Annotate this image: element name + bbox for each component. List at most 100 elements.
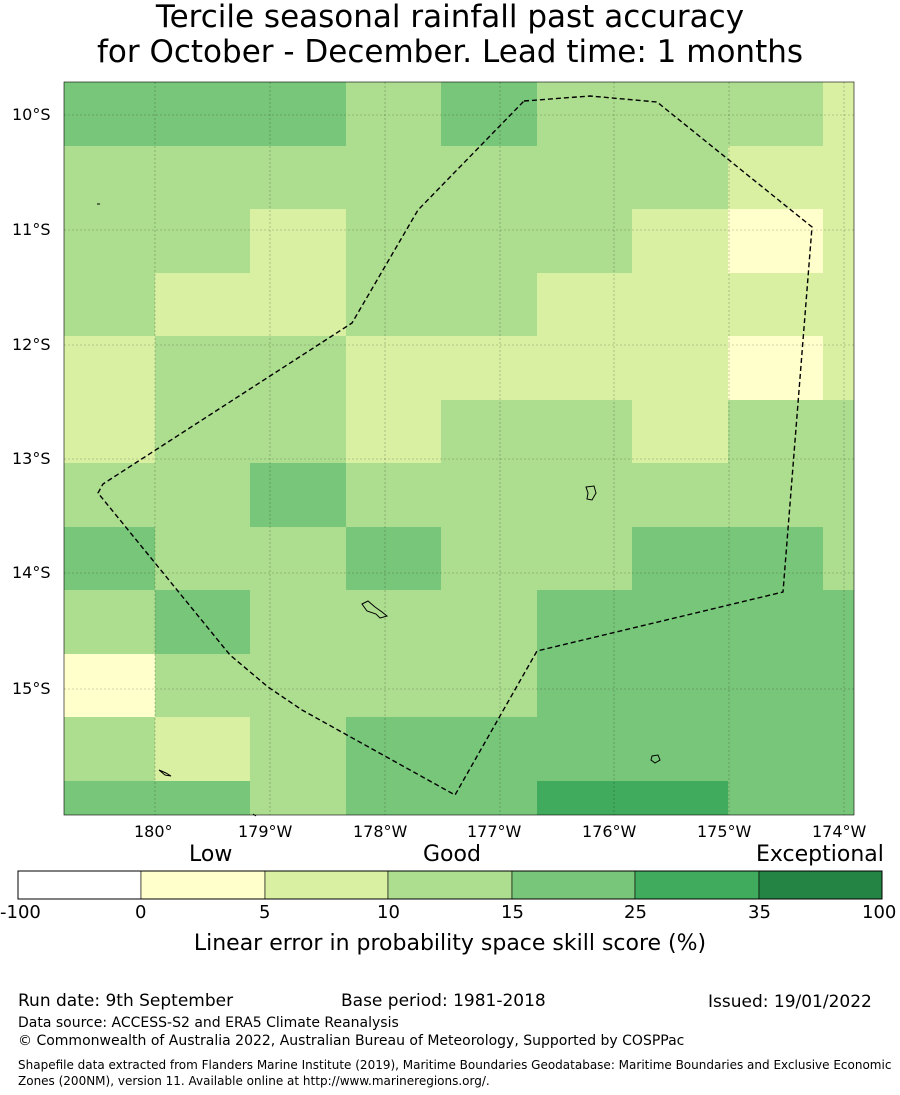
grid-cell: [346, 527, 441, 590]
grid-cell: [537, 590, 632, 654]
grid-cell: [728, 336, 823, 400]
grid-cell: [823, 273, 854, 336]
grid-cell: [823, 781, 854, 815]
island-outlines: [97, 203, 661, 817]
colorbar-tick: 15: [501, 902, 524, 923]
grid-cell: [250, 336, 346, 400]
colorbar: [17, 870, 883, 900]
grid-cell: [64, 209, 155, 273]
grid-cell: [250, 463, 346, 527]
grid-cell: [346, 209, 441, 273]
island-futuna: [361, 600, 389, 619]
grid-cell: [250, 590, 346, 654]
grid-cell: [537, 654, 632, 717]
colorbar-label: Linear error in probability space skill …: [193, 931, 707, 956]
grid-cell: [823, 654, 854, 717]
colorbar-tick: 5: [259, 902, 271, 923]
grid-cell: [537, 273, 632, 336]
grid-cell: [632, 717, 728, 781]
lat-label-11s: 11°S: [12, 220, 51, 239]
grid-cell: [537, 209, 632, 273]
grid-cell: [632, 146, 728, 209]
data-source: Data source: ACCESS-S2 and ERA5 Climate …: [18, 1015, 399, 1031]
lat-label-14s: 14°S: [12, 563, 51, 582]
grid-cell: [441, 146, 537, 209]
grid-cell: [64, 781, 155, 815]
grid-cell: [155, 400, 250, 463]
grid-cell: [346, 273, 441, 336]
category-low: Low: [189, 842, 233, 867]
grid-cell: [823, 82, 854, 146]
grid-cell: [441, 590, 537, 654]
colorbar-tick: 100: [862, 902, 897, 923]
grid-cell: [728, 590, 823, 654]
grid-cell: [64, 82, 155, 146]
grid-cell: [728, 209, 823, 273]
grid-cell: [537, 463, 632, 527]
grid-cell: [632, 654, 728, 717]
eez-boundary: [97, 95, 813, 796]
grid-cell: [441, 463, 537, 527]
grid-cell: [155, 527, 250, 590]
grid-cell: [823, 590, 854, 654]
lon-label-179w: 179°W: [238, 822, 293, 841]
lon-label-180: 180°: [134, 822, 173, 841]
lat-label-10s: 10°S: [12, 105, 51, 124]
category-exceptional: Exceptional: [756, 842, 884, 867]
skill-grid-cells: [64, 82, 854, 815]
issued-date: Issued: 19/01/2022: [708, 992, 872, 1012]
lon-label-178w: 178°W: [353, 822, 408, 841]
grid-cell: [632, 273, 728, 336]
grid-cell: [728, 400, 823, 463]
grid-cell: [250, 273, 346, 336]
copyright: © Commonwealth of Australia 2022, Austra…: [18, 1033, 685, 1049]
lon-label-176w: 176°W: [582, 822, 637, 841]
grid-cell: [823, 209, 854, 273]
grid-cell: [441, 717, 537, 781]
grid-cell: [155, 717, 250, 781]
grid-cell: [64, 717, 155, 781]
grid-cell: [728, 82, 823, 146]
grid-cell: [632, 527, 728, 590]
lon-label-175w: 175°W: [697, 822, 752, 841]
base-period: Base period: 1981-2018: [341, 991, 546, 1011]
map-frame: [63, 81, 855, 816]
grid-cell: [728, 654, 823, 717]
grid-cell: [64, 527, 155, 590]
grid-cell: [346, 463, 441, 527]
grid-cell: [346, 654, 441, 717]
grid-cell: [537, 400, 632, 463]
grid-cell: [64, 654, 155, 717]
grid-cell: [64, 336, 155, 400]
grid-cell: [64, 400, 155, 463]
grid-cell: [632, 209, 728, 273]
grid-cell: [346, 590, 441, 654]
grid-cell: [250, 82, 346, 146]
grid-cell: [64, 590, 155, 654]
colorbar-segment-3: [387, 870, 513, 900]
grid-cell: [155, 781, 250, 815]
shapefile-credit: Shapefile data extracted from Flanders M…: [18, 1058, 892, 1088]
colorbar-segment-6: [758, 870, 883, 900]
colorbar-tick: 25: [624, 902, 647, 923]
grid-cell: [441, 400, 537, 463]
grid-cell: [632, 590, 728, 654]
grid-cell: [155, 654, 250, 717]
lon-label-174w: 174°W: [812, 822, 867, 841]
grid-cell: [537, 717, 632, 781]
grid-cell: [823, 400, 854, 463]
title-line-2: for October - December. Lead time: 1 mon…: [96, 34, 804, 70]
grid-cell: [441, 273, 537, 336]
grid-cell: [441, 209, 537, 273]
colorbar-tick: -100: [0, 902, 41, 923]
colorbar-segment-0: [17, 870, 142, 900]
grid-cell: [250, 400, 346, 463]
grid-cell: [823, 717, 854, 781]
grid-cell: [155, 273, 250, 336]
lat-label-12s: 12°S: [12, 335, 51, 354]
grid-cell: [155, 146, 250, 209]
colorbar-tick: 35: [748, 902, 771, 923]
colorbar-tick: 0: [135, 902, 147, 923]
island-south-west: [158, 769, 172, 777]
grid-cell: [632, 336, 728, 400]
